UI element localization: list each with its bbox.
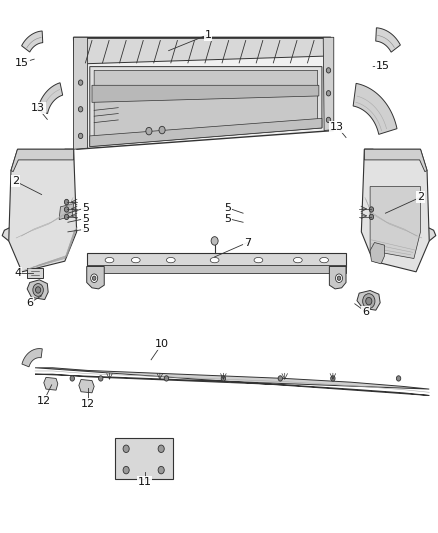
Circle shape: [366, 297, 372, 305]
Text: 5: 5: [224, 203, 231, 213]
Circle shape: [123, 445, 129, 453]
Text: 11: 11: [138, 478, 152, 487]
Polygon shape: [2, 149, 74, 241]
Text: 5: 5: [82, 214, 89, 223]
Text: 15: 15: [15, 58, 29, 68]
Ellipse shape: [210, 257, 219, 263]
Polygon shape: [364, 149, 427, 172]
Circle shape: [221, 376, 226, 381]
Polygon shape: [92, 85, 319, 102]
Polygon shape: [35, 368, 429, 395]
Polygon shape: [329, 266, 346, 289]
Circle shape: [326, 117, 331, 123]
Circle shape: [326, 91, 331, 96]
Polygon shape: [22, 349, 42, 367]
Text: 1: 1: [205, 30, 212, 39]
Text: 12: 12: [37, 396, 51, 406]
Circle shape: [164, 376, 169, 381]
Polygon shape: [353, 83, 397, 134]
Polygon shape: [115, 438, 173, 479]
Polygon shape: [87, 266, 104, 289]
Polygon shape: [370, 187, 420, 259]
Polygon shape: [90, 118, 322, 147]
Text: 12: 12: [81, 399, 95, 409]
Circle shape: [369, 214, 374, 220]
Text: 5: 5: [82, 203, 89, 213]
Polygon shape: [11, 149, 74, 172]
Text: 5: 5: [82, 224, 89, 234]
Circle shape: [159, 126, 165, 134]
Circle shape: [363, 294, 375, 309]
Polygon shape: [94, 70, 318, 144]
Polygon shape: [59, 204, 74, 220]
Polygon shape: [357, 290, 380, 310]
Polygon shape: [370, 243, 385, 264]
Circle shape: [78, 107, 83, 112]
Circle shape: [331, 376, 335, 381]
Polygon shape: [74, 37, 88, 149]
Circle shape: [78, 80, 83, 85]
Polygon shape: [44, 377, 58, 390]
Circle shape: [33, 284, 43, 296]
Polygon shape: [27, 280, 48, 300]
Circle shape: [369, 207, 374, 212]
Polygon shape: [9, 149, 77, 272]
Circle shape: [336, 274, 343, 282]
Polygon shape: [27, 268, 43, 278]
Ellipse shape: [131, 257, 140, 263]
Text: 4: 4: [14, 268, 21, 278]
Polygon shape: [79, 379, 94, 393]
Circle shape: [211, 237, 218, 245]
Polygon shape: [87, 265, 346, 273]
Polygon shape: [87, 253, 346, 266]
Circle shape: [337, 276, 341, 280]
Circle shape: [146, 127, 152, 135]
Polygon shape: [90, 67, 322, 147]
Text: 13: 13: [330, 122, 344, 132]
Text: 2: 2: [12, 176, 19, 186]
Circle shape: [64, 199, 69, 205]
Circle shape: [64, 207, 69, 212]
Polygon shape: [37, 83, 63, 114]
Text: 6: 6: [26, 298, 33, 308]
Text: 10: 10: [155, 339, 169, 349]
Polygon shape: [376, 28, 400, 52]
Circle shape: [70, 376, 74, 381]
Text: 13: 13: [31, 103, 45, 113]
Circle shape: [278, 376, 283, 381]
Circle shape: [64, 214, 69, 220]
Ellipse shape: [166, 257, 175, 263]
Polygon shape: [21, 31, 43, 52]
Circle shape: [91, 274, 98, 282]
Circle shape: [123, 466, 129, 474]
Ellipse shape: [320, 257, 328, 263]
Ellipse shape: [105, 257, 114, 263]
Polygon shape: [323, 37, 334, 131]
Polygon shape: [364, 149, 436, 241]
Polygon shape: [78, 38, 329, 64]
Circle shape: [78, 133, 83, 139]
Circle shape: [326, 68, 331, 73]
Text: 2: 2: [417, 192, 424, 202]
Text: 5: 5: [224, 214, 231, 223]
Text: 7: 7: [244, 238, 251, 247]
Circle shape: [396, 376, 401, 381]
Circle shape: [158, 445, 164, 453]
Circle shape: [99, 376, 103, 381]
Circle shape: [158, 466, 164, 474]
Circle shape: [35, 287, 41, 293]
Polygon shape: [74, 37, 333, 149]
Polygon shape: [361, 149, 429, 272]
Text: 6: 6: [362, 307, 369, 317]
Text: 15: 15: [376, 61, 390, 70]
Ellipse shape: [254, 257, 263, 263]
Ellipse shape: [293, 257, 302, 263]
Circle shape: [92, 276, 96, 280]
